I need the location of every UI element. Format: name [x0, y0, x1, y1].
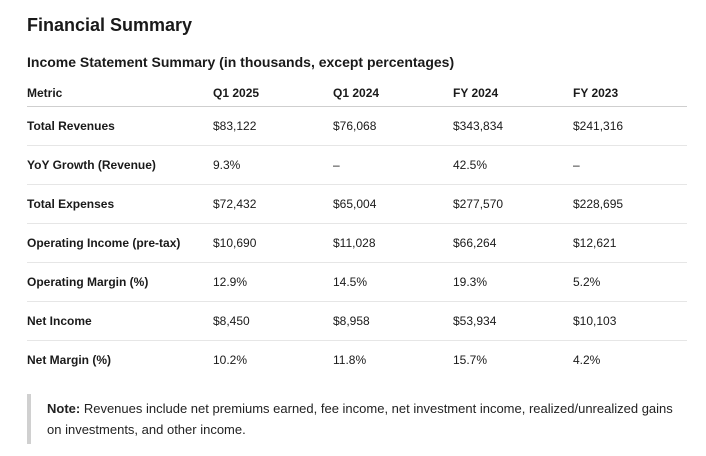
- income-statement-table: Metric Q1 2025 Q1 2024 FY 2024 FY 2023 T…: [27, 80, 687, 379]
- table-body: Total Revenues $83,122 $76,068 $343,834 …: [27, 106, 687, 380]
- cell-q1-2025: $72,432: [213, 184, 333, 224]
- row-metric: YoY Growth (Revenue): [27, 145, 213, 185]
- table-row: Operating Margin (%) 12.9% 14.5% 19.3% 5…: [27, 262, 687, 302]
- header-q1-2024: Q1 2024: [333, 80, 453, 107]
- cell-fy-2024: $66,264: [453, 223, 573, 263]
- table-row: YoY Growth (Revenue) 9.3% – 42.5% –: [27, 145, 687, 185]
- table-header-row: Metric Q1 2025 Q1 2024 FY 2024 FY 2023: [27, 80, 687, 107]
- note-label: Note:: [47, 401, 81, 416]
- cell-fy-2024: $277,570: [453, 184, 573, 224]
- header-metric: Metric: [27, 80, 213, 107]
- cell-q1-2024: $65,004: [333, 184, 453, 224]
- cell-fy-2024: $53,934: [453, 301, 573, 341]
- cell-q1-2024: $8,958: [333, 301, 453, 341]
- cell-q1-2025: 10.2%: [213, 353, 248, 367]
- cell-fy-2023: –: [573, 145, 687, 185]
- cell-fy-2024: 19.3%: [453, 262, 573, 302]
- section-title: Income Statement Summary (in thousands, …: [27, 54, 455, 70]
- table-row: Net Margin (%) 10.2% 11.8% 15.7% 4.2%: [27, 341, 687, 380]
- cell-fy-2024: 42.5%: [453, 145, 573, 185]
- cell-fy-2024: $343,834: [453, 106, 573, 146]
- cell-fy-2023: $241,316: [573, 106, 687, 146]
- cell-fy-2023: $10,103: [573, 301, 687, 341]
- row-metric: Operating Income (pre-tax): [27, 223, 213, 263]
- row-metric: Net Income: [27, 301, 213, 341]
- cell-fy-2023: $12,621: [573, 223, 687, 263]
- cell-q1-2025: 12.9%: [213, 262, 333, 302]
- cell-q1-2025: $83,122: [213, 106, 333, 146]
- page-title: Financial Summary: [27, 15, 193, 35]
- cell-fy-2024: 15.7%: [453, 353, 488, 367]
- note-text: Revenues include net premiums earned, fe…: [47, 401, 673, 437]
- cell-q1-2025: $10,690: [213, 223, 333, 263]
- cell-q1-2025: $8,450: [213, 301, 333, 341]
- row-metric: Net Margin (%): [27, 353, 111, 367]
- header-q1-2025: Q1 2025: [213, 80, 333, 107]
- note-blockquote: Note: Revenues include net premiums earn…: [27, 394, 687, 444]
- header-fy-2024: FY 2024: [453, 80, 573, 107]
- table-row: Net Income $8,450 $8,958 $53,934 $10,103: [27, 301, 687, 341]
- table-row: Total Expenses $72,432 $65,004 $277,570 …: [27, 184, 687, 224]
- cell-q1-2024: –: [333, 145, 453, 185]
- cell-fy-2023: $228,695: [573, 184, 687, 224]
- cell-q1-2025: 9.3%: [213, 145, 333, 185]
- cell-fy-2023: 4.2%: [573, 353, 601, 367]
- cell-q1-2024: 14.5%: [333, 262, 453, 302]
- cell-q1-2024: $76,068: [333, 106, 453, 146]
- row-metric: Total Revenues: [27, 106, 213, 146]
- row-metric: Total Expenses: [27, 184, 213, 224]
- header-fy-2023: FY 2023: [573, 80, 687, 107]
- row-metric: Operating Margin (%): [27, 262, 213, 302]
- table-row: Total Revenues $83,122 $76,068 $343,834 …: [27, 106, 687, 146]
- table-row: Operating Income (pre-tax) $10,690 $11,0…: [27, 223, 687, 263]
- cell-q1-2024: $11,028: [333, 223, 453, 263]
- cell-fy-2023: 5.2%: [573, 262, 687, 302]
- cell-q1-2024: 11.8%: [333, 353, 367, 367]
